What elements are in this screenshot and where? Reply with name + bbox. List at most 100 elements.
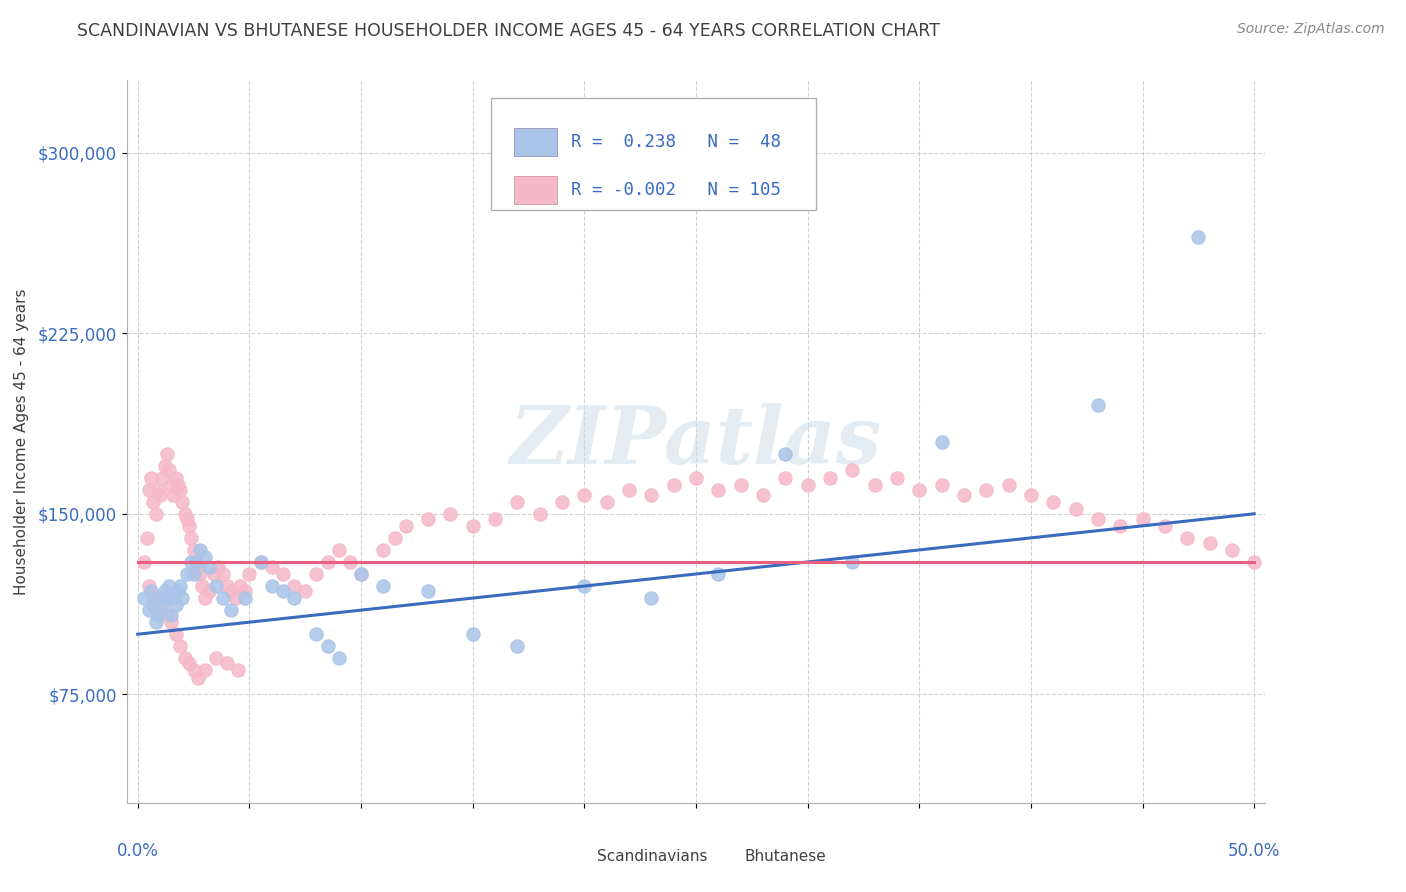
Text: Scandinavians: Scandinavians xyxy=(598,849,707,864)
Point xyxy=(249,555,271,569)
Point xyxy=(156,607,179,622)
Point xyxy=(974,483,997,497)
Point xyxy=(249,555,271,569)
Point xyxy=(233,583,256,598)
Point xyxy=(305,627,328,641)
Point xyxy=(138,603,160,617)
Point xyxy=(662,478,685,492)
Point xyxy=(1019,487,1042,501)
Point xyxy=(238,567,260,582)
Point xyxy=(931,478,953,492)
Point xyxy=(198,559,221,574)
Point xyxy=(153,458,176,473)
Point xyxy=(150,599,173,613)
Point xyxy=(188,542,211,557)
Text: R = -0.002   N = 105: R = -0.002 N = 105 xyxy=(571,181,780,199)
Point xyxy=(184,555,207,569)
Point xyxy=(506,639,529,653)
Point xyxy=(183,664,205,678)
Point xyxy=(165,627,187,641)
Point xyxy=(1042,494,1064,508)
Point xyxy=(142,591,165,606)
Point xyxy=(194,591,217,606)
Point xyxy=(841,555,863,569)
Bar xyxy=(565,850,591,865)
Point xyxy=(205,651,228,665)
Point xyxy=(180,531,202,545)
Point xyxy=(271,567,294,582)
Text: ZIPatlas: ZIPatlas xyxy=(510,403,882,480)
Point xyxy=(167,478,190,492)
Point xyxy=(169,639,191,653)
Point xyxy=(150,471,173,485)
Point xyxy=(953,487,976,501)
Point xyxy=(484,511,506,525)
Point xyxy=(194,664,217,678)
Point xyxy=(202,567,225,582)
Point xyxy=(157,579,180,593)
Point xyxy=(529,507,551,521)
Point xyxy=(685,471,707,485)
Point xyxy=(149,487,172,501)
Point xyxy=(1154,519,1177,533)
Point xyxy=(198,583,221,598)
Point xyxy=(173,507,195,521)
Point xyxy=(574,579,596,593)
Point xyxy=(1198,535,1220,549)
Point xyxy=(316,555,339,569)
Point xyxy=(863,478,886,492)
Point xyxy=(416,583,439,598)
Point xyxy=(156,446,179,460)
Point xyxy=(145,615,167,630)
Point xyxy=(176,511,198,525)
Point xyxy=(233,591,256,606)
Bar xyxy=(713,850,738,865)
Point xyxy=(149,591,172,606)
Point xyxy=(439,507,461,521)
Point xyxy=(156,591,179,606)
Point xyxy=(1087,511,1109,525)
Point xyxy=(211,591,233,606)
Point xyxy=(150,599,173,613)
Point xyxy=(184,555,207,569)
Point xyxy=(260,559,283,574)
Y-axis label: Householder Income Ages 45 - 64 years: Householder Income Ages 45 - 64 years xyxy=(14,288,30,595)
Point xyxy=(416,511,439,525)
Point xyxy=(1220,542,1243,557)
Point xyxy=(183,542,205,557)
Point xyxy=(1132,511,1154,525)
Point xyxy=(165,471,187,485)
Point xyxy=(139,471,162,485)
Point xyxy=(908,483,931,497)
Point xyxy=(328,542,350,557)
Point xyxy=(146,483,169,497)
Point xyxy=(146,603,169,617)
Point xyxy=(730,478,752,492)
Point xyxy=(139,583,162,598)
Point xyxy=(461,519,484,533)
Point xyxy=(1064,502,1087,516)
Point xyxy=(305,567,328,582)
Point xyxy=(775,446,797,460)
Point xyxy=(1175,531,1198,545)
Point xyxy=(134,555,156,569)
Point xyxy=(160,607,183,622)
Point xyxy=(177,656,200,670)
Point xyxy=(796,478,818,492)
Point xyxy=(153,583,176,598)
Point xyxy=(707,567,730,582)
Text: Bhutanese: Bhutanese xyxy=(745,849,827,864)
Bar xyxy=(513,177,557,204)
Point xyxy=(294,583,316,598)
Point xyxy=(1087,398,1109,412)
Point xyxy=(162,487,184,501)
Point xyxy=(350,567,373,582)
Point xyxy=(172,591,194,606)
Point xyxy=(339,555,361,569)
Point xyxy=(205,579,228,593)
Point xyxy=(260,579,283,593)
Point xyxy=(138,483,160,497)
Point xyxy=(157,463,180,477)
Point xyxy=(142,599,165,613)
Point xyxy=(188,567,211,582)
